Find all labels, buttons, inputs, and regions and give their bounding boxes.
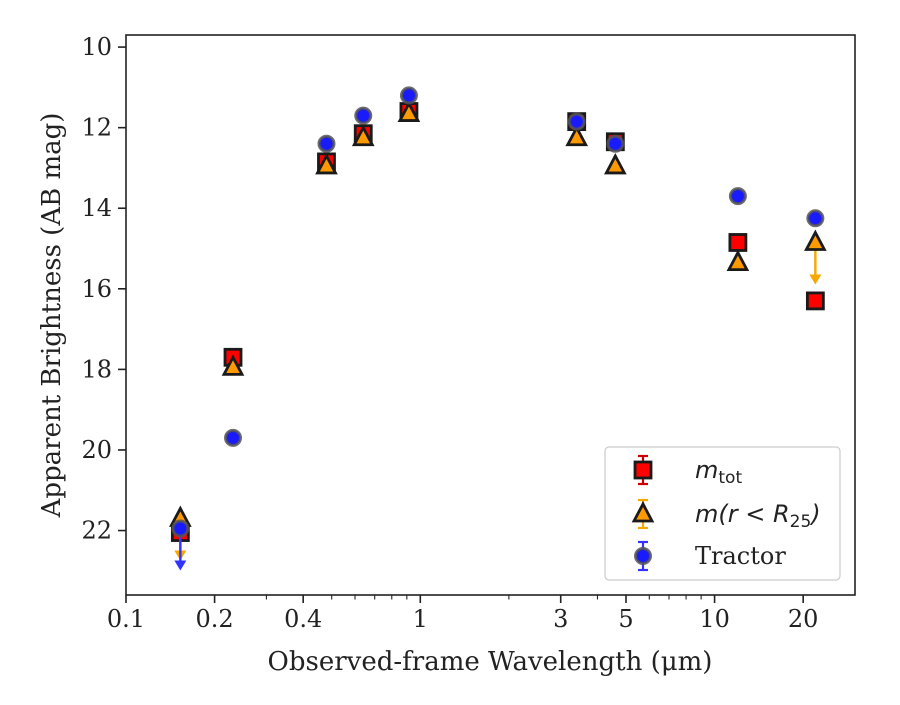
x-tick-label: 1 [413, 605, 428, 633]
data-point [567, 112, 586, 131]
legend-box [604, 446, 841, 581]
x-tick-label: 0.1 [107, 605, 145, 633]
data-point [397, 100, 421, 122]
legend-entry-m-r-r25: m(r < R25) [631, 498, 821, 532]
x-tick-label: 0.4 [284, 605, 322, 633]
data-point [399, 86, 418, 105]
legend-marker [631, 501, 655, 523]
data-marks [169, 86, 827, 571]
x-axis-ticks: 0.1 0.2 0.4 1 3 5 10 20 [107, 595, 819, 633]
data-point [728, 233, 748, 252]
x-tick-label: 3 [553, 605, 568, 633]
data-point [354, 106, 373, 125]
y-tick-label: 22 [81, 517, 112, 545]
y-axis-label: Apparent Brightness (AB mag) [37, 113, 67, 519]
series-m-r-r25 [169, 100, 827, 561]
x-tick-label: 5 [618, 605, 633, 633]
data-point [805, 291, 825, 311]
data-point [728, 187, 747, 206]
y-tick-label: 20 [81, 436, 112, 464]
y-tick-label: 18 [81, 355, 112, 383]
legend-label: m(r < R25) [695, 500, 821, 532]
legend-marker [633, 460, 653, 480]
legend-entry-tractor: Tractor [634, 540, 786, 572]
data-point [224, 428, 243, 447]
data-point [317, 134, 336, 153]
plot-frame [125, 34, 856, 596]
y-axis-ticks: 10 12 14 16 18 20 22 [81, 33, 126, 545]
data-point [315, 152, 338, 175]
data-point [726, 249, 750, 272]
data-point [171, 519, 190, 538]
upper-limit-arrowhead [809, 274, 822, 285]
data-point [804, 229, 827, 251]
upper-limit-arrowhead [174, 560, 187, 571]
data-point [351, 124, 375, 147]
data-point [221, 354, 245, 376]
x-tick-label: 0.2 [196, 605, 234, 633]
series-tractor [171, 86, 825, 571]
data-point [806, 209, 825, 228]
y-tick-label: 12 [81, 114, 112, 142]
y-tick-label: 14 [81, 194, 112, 222]
x-axis-label: Observed-frame Wavelength (μm) [268, 647, 713, 677]
legend-marker [634, 547, 652, 565]
x-tick-label: 10 [699, 605, 730, 633]
x-tick-label: 20 [788, 605, 819, 633]
data-point [606, 134, 625, 153]
data-point [565, 124, 589, 147]
y-tick-label: 10 [81, 33, 112, 61]
data-point [604, 152, 627, 175]
y-tick-label: 16 [81, 275, 112, 303]
legend-label: Tractor [695, 542, 786, 570]
